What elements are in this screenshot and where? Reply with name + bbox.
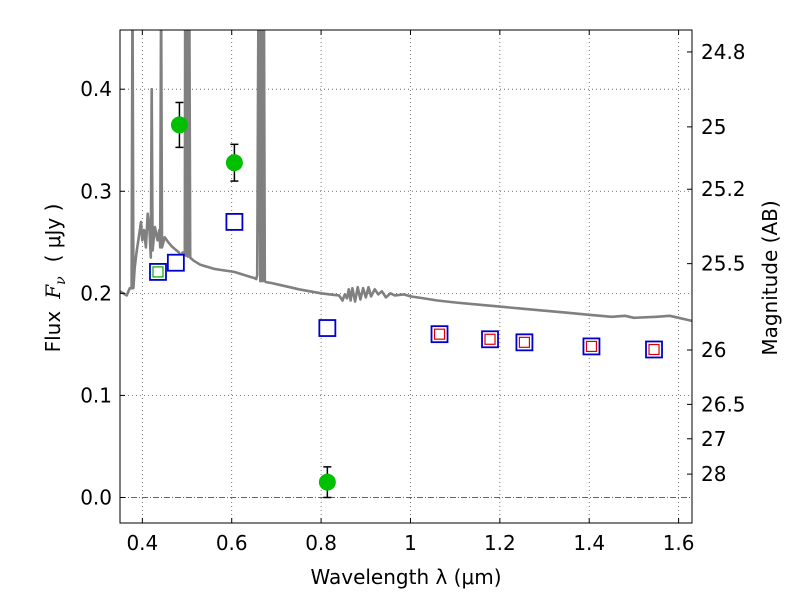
magnitude-tick-label: 25.2: [701, 177, 746, 201]
y-axis-ticks: 0.0 0.1 0.2 0.3 0.4: [80, 77, 125, 509]
upper-limit-red-square: [585, 340, 598, 353]
magnitude-tick-label: 26: [701, 338, 726, 362]
upper-limit-green-square: [152, 266, 164, 278]
plot-frame: [119, 29, 693, 524]
model-sed-line: [120, 30, 692, 323]
magnitude-tick-label: 24.8: [701, 40, 746, 64]
observed-flux-point: [170, 116, 188, 134]
grid: [120, 30, 692, 523]
magnitude-tick-label: 25.5: [701, 252, 746, 276]
x-axis-label: Wavelength λ (μm): [310, 565, 501, 589]
y-tick-label: 0.2: [80, 281, 112, 305]
y-axis-label-subscript: ν: [53, 276, 69, 285]
y-tick-label: 0.0: [80, 485, 112, 509]
y-tick-label: 0.3: [80, 179, 112, 203]
magnitude-tick-label: 26.5: [701, 392, 746, 416]
magnitude-axis-label: Magnitude (AB): [758, 200, 782, 355]
sed-path: [120, 30, 692, 323]
y-tick-label: 0.4: [80, 77, 112, 101]
magnitude-tick-label: 25: [701, 115, 726, 139]
y-axis-label-unit: ( μJy ): [41, 204, 65, 263]
x-tick-label: 1.4: [573, 531, 605, 555]
x-axis-ticks: 0.4 0.6 0.8 1 1.2 1.4 1.6: [126, 30, 695, 555]
x-tick-label: 0.6: [216, 531, 248, 555]
x-tick-label: 1.6: [663, 531, 695, 555]
model-photometry-square: [225, 212, 244, 231]
y-axis-label-symbol: F: [41, 284, 65, 300]
x-tick-label: 1: [404, 531, 417, 555]
upper-limit-red-square: [433, 328, 446, 340]
data-points: [149, 101, 663, 499]
upper-limit-red-square: [518, 336, 531, 348]
model-photometry-square: [318, 319, 337, 337]
magnitude-tick-label: 27: [701, 427, 726, 451]
y-tick-label: 0.1: [80, 383, 112, 407]
x-tick-label: 1.2: [484, 531, 516, 555]
y-axis-label: Flux Fν ( μJy ): [41, 204, 69, 353]
model-photometry-square: [166, 253, 185, 272]
observed-flux-point: [225, 154, 243, 172]
observed-flux-point: [318, 473, 336, 491]
upper-limit-red-square: [648, 343, 660, 356]
magnitude-axis-ticks: 24.8 25 25.2 25.5 26 26.5 27 28: [687, 40, 746, 486]
x-tick-label: 0.4: [126, 531, 158, 555]
magnitude-tick-label: 28: [701, 462, 726, 486]
y-axis-label-prefix: Flux: [41, 311, 65, 353]
upper-limit-red-square: [484, 333, 496, 345]
x-tick-label: 0.8: [305, 531, 337, 555]
